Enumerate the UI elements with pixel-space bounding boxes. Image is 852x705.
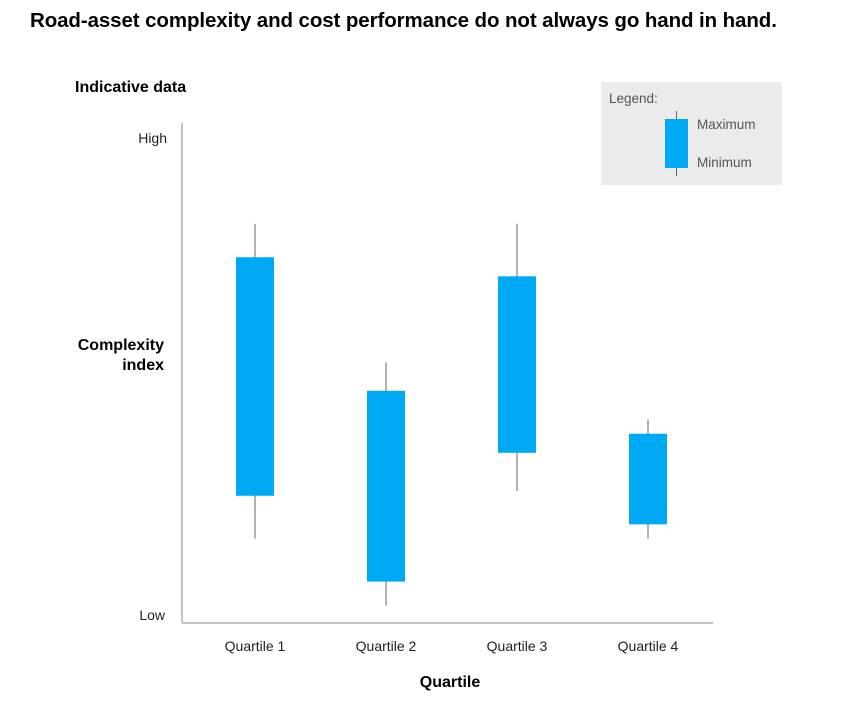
legend-whisker-bottom [676, 168, 677, 176]
x-tick-quartile-2: Quartile 2 [356, 638, 417, 654]
y-axis-label: Complexity index [78, 336, 164, 376]
x-tick-quartile-4: Quartile 4 [618, 638, 679, 654]
legend-title: Legend: [609, 91, 658, 106]
y-tick-high: High [138, 130, 167, 146]
candlestick-marks [236, 223, 667, 606]
box-quartile-3 [498, 276, 536, 453]
legend-box-swatch [665, 119, 688, 168]
box-quartile-4 [629, 433, 667, 525]
legend: Legend: Maximum Minimum [601, 82, 782, 185]
box-quartile-1 [236, 257, 274, 496]
chart-subtitle: Indicative data [75, 79, 187, 96]
chart-title: Road-asset complexity and cost performan… [30, 9, 777, 32]
x-axis-label: Quartile [419, 674, 481, 691]
legend-maximum-label: Maximum [697, 117, 756, 132]
y-tick-low: Low [139, 607, 165, 623]
legend-whisker-top [676, 111, 677, 119]
box-quartile-2 [367, 390, 405, 582]
y-axis-label-line-1: Complexity [77, 337, 164, 354]
x-tick-quartile-3: Quartile 3 [487, 638, 548, 654]
x-tick-quartile-1: Quartile 1 [225, 638, 286, 654]
x-tick-labels: Quartile 1 Quartile 2 Quartile 3 Quartile 4 [225, 638, 679, 654]
legend-minimum-label: Minimum [697, 155, 752, 170]
y-axis-label-line-2: index [122, 357, 164, 374]
